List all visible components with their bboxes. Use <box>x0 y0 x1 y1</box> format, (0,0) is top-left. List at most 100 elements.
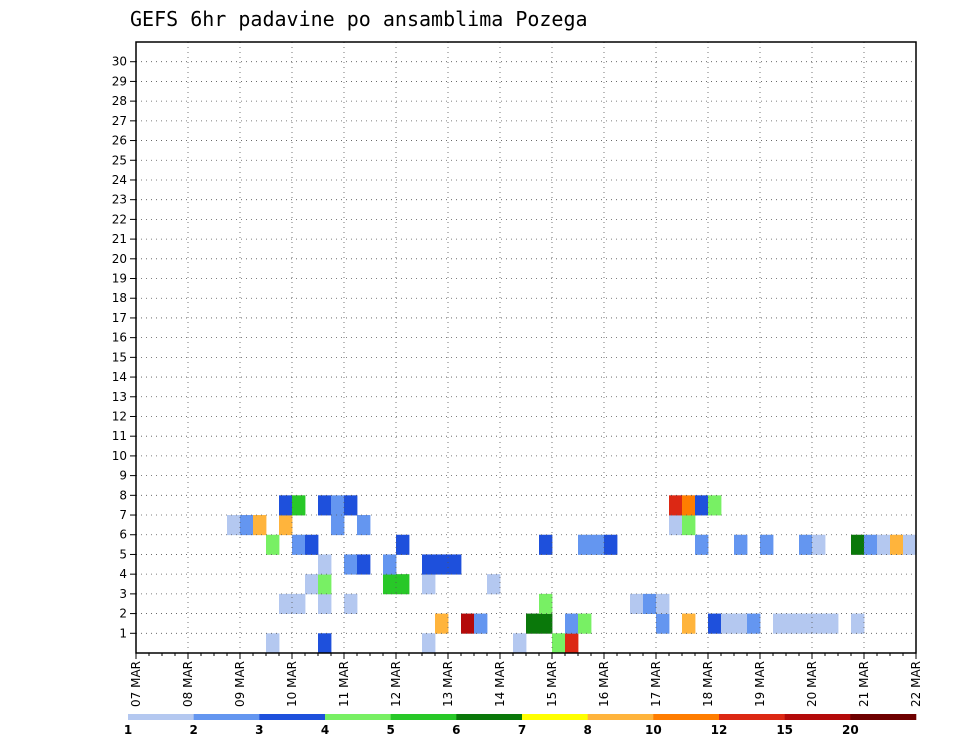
heatmap-cell <box>305 534 319 555</box>
colorbar-segment <box>522 714 588 720</box>
heatmap-cell <box>331 495 345 516</box>
x-axis: 07 MAR 08 MAR 09 MAR 10 MAR 11 MAR 12 MAR 13 M… <box>129 653 923 707</box>
y-tick-label: 20 <box>112 252 127 266</box>
colorbar-label: 10 <box>645 723 662 737</box>
heatmap-cell <box>279 495 293 516</box>
heatmap-cell <box>656 613 670 634</box>
heatmap-cell <box>708 495 722 516</box>
gridlines <box>136 42 916 653</box>
heatmap-cell <box>747 613 761 634</box>
y-tick-label: 30 <box>112 55 127 69</box>
heatmap-cell <box>344 554 358 575</box>
heatmap-cell <box>812 534 826 555</box>
heatmap-cell <box>825 613 839 634</box>
heatmap-cell <box>539 534 553 555</box>
heatmap-cell <box>266 534 280 555</box>
colorbar-segment <box>259 714 326 720</box>
heatmap-cell <box>695 495 709 516</box>
heatmap-cell <box>877 534 891 555</box>
heatmap-cell <box>344 593 358 614</box>
heatmap-cell <box>682 515 696 536</box>
heatmap-cell <box>318 554 332 575</box>
y-tick-label: 13 <box>112 390 127 404</box>
heatmap-cell <box>539 593 553 614</box>
heatmap-cell <box>513 633 527 654</box>
x-tick-label: 14 MAR <box>493 661 507 707</box>
heatmap-cell <box>578 613 592 634</box>
y-tick-label: 19 <box>112 272 127 286</box>
y-tick-label: 26 <box>112 134 127 148</box>
heatmap-cell <box>604 534 618 555</box>
heatmap-cell <box>851 534 865 555</box>
heatmap-cell <box>812 613 826 634</box>
heatmap-cell <box>487 574 501 595</box>
heatmap-cell <box>253 515 267 536</box>
colorbar-segment <box>784 714 851 720</box>
colorbar-label: 1 <box>124 723 132 737</box>
heatmap-cells <box>227 495 917 654</box>
y-tick-label: 6 <box>119 528 127 542</box>
chart-title: GEFS 6hr padavine po ansamblima Pozega <box>130 7 588 31</box>
heatmap-cell <box>565 633 579 654</box>
y-tick-label: 16 <box>112 331 127 345</box>
heatmap-cell <box>474 613 488 634</box>
heatmap-cell <box>266 633 280 654</box>
colorbar-label: 12 <box>711 723 728 737</box>
heatmap-cell <box>318 495 332 516</box>
colorbar-segment <box>719 714 785 720</box>
y-axis: 1234567891011121314151617181920212223242… <box>112 55 136 640</box>
y-tick-label: 1 <box>119 626 127 640</box>
heatmap-cell <box>656 593 670 614</box>
colorbar-segment <box>850 714 917 720</box>
heatmap-cell <box>682 613 696 634</box>
x-tick-label: 08 MAR <box>181 661 195 707</box>
colorbar-label: 15 <box>776 723 793 737</box>
heatmap-cell <box>630 593 644 614</box>
heatmap-cell <box>383 554 397 575</box>
y-tick-label: 27 <box>112 114 127 128</box>
x-tick-label: 21 MAR <box>857 661 871 707</box>
heatmap-cell <box>227 515 241 536</box>
y-tick-label: 18 <box>112 291 127 305</box>
heatmap-cell <box>760 534 774 555</box>
y-tick-label: 28 <box>112 94 127 108</box>
colorbar-label: 20 <box>842 723 859 737</box>
x-tick-label: 12 MAR <box>389 661 403 707</box>
heatmap-cell <box>708 613 722 634</box>
heatmap-cell <box>903 534 917 555</box>
x-tick-label: 19 MAR <box>753 661 767 707</box>
y-tick-label: 21 <box>112 232 127 246</box>
heatmap-cell <box>773 613 787 634</box>
x-tick-label: 07 MAR <box>129 661 143 707</box>
colorbar-label: 5 <box>386 723 394 737</box>
heatmap-cell <box>279 515 293 536</box>
y-tick-label: 9 <box>119 469 127 483</box>
x-tick-label: 20 MAR <box>805 661 819 707</box>
heatmap-cell <box>292 534 306 555</box>
y-tick-label: 23 <box>112 193 127 207</box>
colorbar-segment <box>653 714 720 720</box>
heatmap-cell <box>643 593 657 614</box>
x-tick-label: 22 MAR <box>909 661 923 707</box>
heatmap-cell <box>344 495 358 516</box>
colorbar-segment <box>587 714 654 720</box>
heatmap-cell <box>422 633 436 654</box>
y-tick-label: 12 <box>112 409 127 423</box>
heatmap-cell <box>448 554 462 575</box>
heatmap-cell <box>305 574 319 595</box>
y-tick-label: 10 <box>112 449 127 463</box>
heatmap-cell <box>565 613 579 634</box>
heatmap-cell <box>539 613 553 634</box>
heatmap-cell <box>682 495 696 516</box>
y-tick-label: 5 <box>119 547 127 561</box>
heatmap-cell <box>435 613 449 634</box>
x-tick-label: 16 MAR <box>597 661 611 707</box>
heatmap-cell <box>318 633 332 654</box>
y-tick-label: 3 <box>119 587 127 601</box>
colorbar-segment <box>390 714 457 720</box>
plot-background <box>136 42 916 653</box>
colorbar-segment <box>128 714 194 720</box>
colorbar-segment <box>456 714 523 720</box>
heatmap-cell <box>331 515 345 536</box>
